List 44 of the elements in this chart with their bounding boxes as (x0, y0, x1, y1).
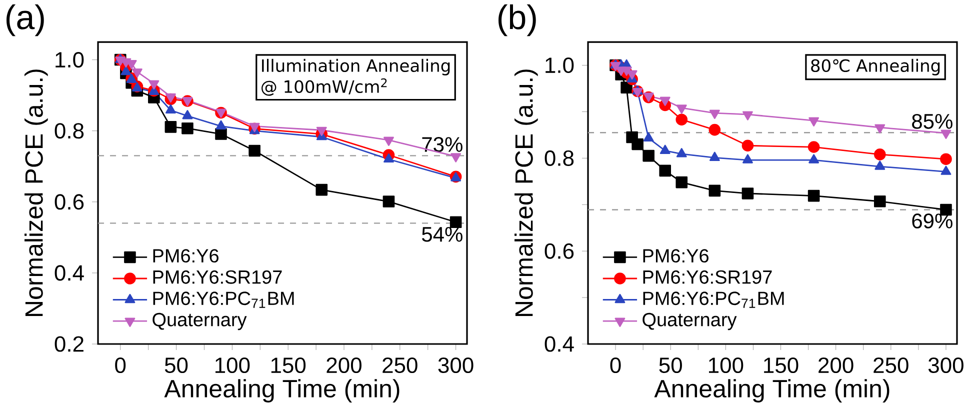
y-tick-label: 0.2 (54, 336, 84, 352)
x-tick-label: 300 (438, 357, 474, 374)
legend-label: PM6:Y6:SR197 (153, 270, 282, 284)
legend-label: Quaternary (152, 312, 247, 330)
y-tick-label: 0.4 (54, 265, 84, 281)
legend-label: PM6:Y6:SR197 (643, 270, 772, 284)
ref-line-label: 73% (422, 137, 462, 152)
x-tick-label: 100 (216, 357, 250, 374)
chart-title: (a) (6, 4, 44, 36)
x-tick-label: 50 (659, 357, 682, 374)
y-tick-label: 1.0 (546, 57, 574, 74)
ref-line-label: 85% (912, 114, 952, 129)
x-tick-label: 0 (610, 357, 621, 374)
x-tick-label: 150 (271, 357, 306, 374)
annotation: @ 100mW/cm$^{2}$ (262, 78, 387, 96)
x-tick-label: 150 (764, 357, 798, 374)
y-tick-label: 0.8 (54, 123, 84, 139)
annotation: Illumination Annealing (262, 58, 450, 76)
legend-label: PM6:Y6 (643, 249, 708, 263)
x-tick-label: 100 (709, 357, 744, 374)
annotation: 80℃ Annealing (811, 58, 940, 76)
x-tick-label: 250 (874, 357, 908, 374)
x-tick-label: 300 (928, 357, 964, 374)
chart-title: (b) (498, 4, 536, 36)
y-axis-title: Normalized PCE (a.u.) (24, 70, 48, 316)
x-axis-title: Annealing Time (min) (164, 379, 400, 402)
ref-line-label: 69% (912, 214, 952, 228)
y-tick-label: 0.6 (544, 243, 574, 259)
legend-label: PM6:Y6 (153, 249, 218, 263)
x-tick-label: 200 (326, 357, 362, 374)
x-tick-label: 250 (382, 357, 418, 374)
legend-label: Quaternary (642, 312, 737, 330)
y-axis-title: Normalized PCE (a.u.) (514, 70, 538, 316)
x-tick-label: 50 (164, 357, 188, 374)
ref-line-label: 54% (422, 227, 462, 242)
y-tick-label: 1.0 (56, 52, 84, 68)
x-tick-label: 200 (818, 357, 854, 374)
x-tick-label: 0 (115, 357, 126, 374)
y-tick-label: 0.6 (54, 194, 84, 210)
y-tick-label: 0.4 (544, 336, 574, 352)
x-axis-title: Annealing Time (min) (654, 379, 890, 402)
legend-label: PM6:Y6:PC$_{71}$BM (153, 292, 294, 308)
y-tick-label: 0.8 (544, 150, 574, 166)
legend-label: PM6:Y6:PC$_{71}$BM (643, 292, 784, 308)
